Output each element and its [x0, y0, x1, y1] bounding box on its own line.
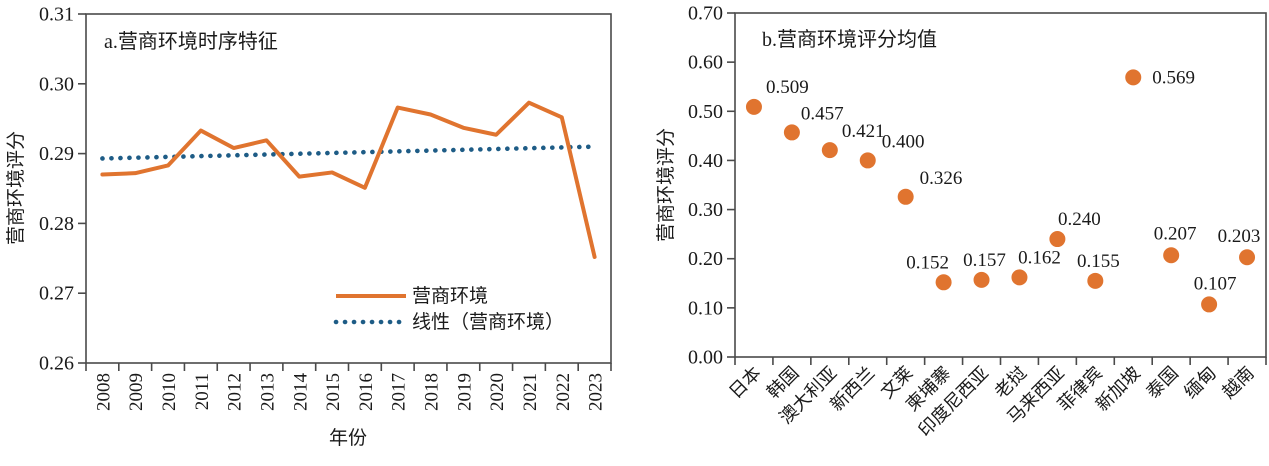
scatter-point [859, 152, 876, 169]
trend-line-series [100, 144, 597, 161]
y-tick-label: 0.50 [688, 101, 723, 123]
scatter-point [745, 98, 762, 115]
x-tick-label-year: 2012 [225, 373, 246, 411]
x-tick-label-year: 2016 [356, 373, 377, 411]
point-value-label: 0.569 [1152, 67, 1195, 88]
y-tick-label: 0.28 [39, 213, 74, 235]
y-tick-label: 0.27 [39, 283, 74, 305]
x-tick-label-country: 泰国 [1142, 363, 1182, 403]
legend-label-linear-trend: 线性（营商环境） [412, 311, 564, 333]
x-tick-label-country: 越南 [1218, 363, 1258, 403]
point-value-label: 0.207 [1154, 223, 1197, 244]
scatter-point [1049, 231, 1066, 248]
plot-border [85, 13, 612, 364]
scatter-point [1087, 272, 1104, 289]
panel-a-title: a.营商环境时序特征 [104, 30, 278, 53]
point-value-label: 0.400 [882, 131, 925, 152]
x-tick-label-year: 2010 [159, 373, 180, 411]
scatter-point [821, 142, 838, 159]
y-tick-label: 0.00 [688, 347, 723, 369]
panel-b-title: b.营商环境评分均值 [762, 28, 937, 51]
x-tick-label-year: 2015 [323, 373, 344, 411]
scatter-point [1239, 249, 1256, 266]
scatter-point [897, 188, 914, 205]
y-axis-label: 营商环境评分 [5, 131, 27, 245]
x-tick-label-year: 2018 [422, 373, 443, 411]
x-tick-label-country: 缅甸 [1180, 363, 1220, 403]
y-tick-label: 0.26 [39, 353, 74, 375]
x-tick-label-year: 2011 [192, 373, 213, 410]
point-value-label: 0.457 [801, 103, 844, 124]
x-tick-label-year: 2021 [520, 373, 541, 411]
y-tick-label: 0.20 [688, 248, 723, 270]
y-tick-label: 0.40 [688, 150, 723, 172]
y-tick-label: 0.60 [688, 52, 723, 74]
y-tick-label: 0.30 [39, 73, 74, 95]
y-tick-label: 0.31 [39, 4, 74, 26]
point-value-label: 0.240 [1058, 209, 1101, 230]
x-tick-label-year: 2017 [389, 373, 410, 411]
point-value-label: 0.509 [766, 77, 809, 98]
x-tick-label-year: 2023 [586, 373, 607, 411]
y-tick-label: 0.70 [688, 3, 723, 25]
plot-border [734, 12, 1267, 358]
x-tick-label-country: 日本 [725, 363, 765, 403]
x-tick-label-year: 2013 [257, 373, 278, 411]
y-tick-label: 0.29 [39, 143, 74, 165]
x-tick-label-year: 2020 [487, 373, 508, 411]
x-tick-label-year: 2009 [126, 373, 147, 411]
point-value-label: 0.152 [906, 252, 949, 273]
x-tick-label-year: 2022 [553, 373, 574, 411]
point-value-label: 0.155 [1077, 251, 1120, 272]
scatter-point [783, 124, 800, 141]
x-axis-label: 年份 [329, 427, 367, 449]
time-series-line-chart: 0.26 0.27 0.28 0.29 0.30 0.31 2008 2009 2010 2011… [5, 4, 612, 449]
business-environment-line-series [100, 100, 597, 259]
y-axis-label: 营商环境评分 [655, 128, 677, 242]
scatter-point [1163, 247, 1180, 264]
x-tick-label-year: 2019 [454, 373, 475, 411]
scatter-point [973, 271, 990, 288]
point-value-label: 0.162 [1018, 247, 1061, 268]
scatter-point [1011, 269, 1028, 286]
point-value-label: 0.107 [1194, 273, 1237, 294]
point-value-label: 0.421 [842, 121, 885, 142]
x-tick-label-year: 2014 [290, 373, 311, 412]
x-tick-label-year: 2008 [93, 373, 114, 411]
panel-b-business-environment-mean-scores: 0.00 0.10 0.20 0.30 0.40 0.50 0.60 0.70 日本 韩国 澳大利亚… [649, 0, 1269, 466]
y-tick-label: 0.30 [688, 199, 723, 221]
panel-a-business-environment-time-series: 0.26 0.27 0.28 0.29 0.30 0.31 2008 2009 2010 2011… [5, 4, 612, 449]
scatter-point [935, 274, 952, 291]
y-tick-label: 0.10 [688, 297, 723, 319]
point-value-label: 0.157 [963, 250, 1006, 271]
scatter-point [1125, 69, 1142, 86]
legend-label-business-environment: 营商环境 [412, 285, 488, 307]
scatter-point [1201, 296, 1218, 313]
mean-score-scatter-chart: 0.000.100.200.300.400.500.600.70日本韩国澳大利亚… [655, 3, 1267, 440]
point-value-label: 0.326 [920, 168, 963, 189]
point-value-label: 0.203 [1218, 226, 1261, 247]
